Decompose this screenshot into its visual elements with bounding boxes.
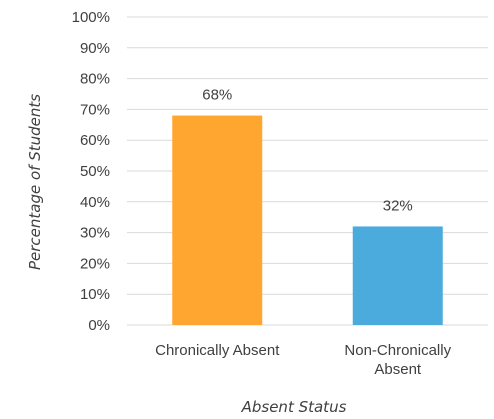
y-tick-label: 60% [80, 132, 110, 149]
category-label: Non-Chronically [344, 342, 451, 359]
y-tick-label: 100% [72, 9, 110, 26]
bar [172, 115, 263, 325]
y-axis-ticks: 0% 10% 20% 30% 40% 50% 60% 70% 80% 90% 100% [72, 9, 110, 334]
y-tick-label: 30% [80, 225, 110, 242]
y-tick-label: 80% [80, 71, 110, 88]
data-labels: 68% 32% [202, 87, 413, 215]
y-tick-label: 50% [80, 163, 110, 180]
y-tick-label: 10% [80, 286, 110, 303]
bars [172, 115, 443, 325]
y-tick-label: 0% [88, 317, 110, 334]
y-axis-title: Percentage of Students [26, 94, 44, 270]
y-tick-label: 70% [80, 101, 110, 118]
data-label: 32% [383, 197, 413, 214]
y-tick-label: 20% [80, 255, 110, 272]
category-label: Absent [374, 361, 422, 378]
category-label: Chronically Absent [155, 342, 280, 359]
data-label: 68% [202, 87, 232, 104]
y-tick-label: 90% [80, 40, 110, 57]
x-axis-categories: Chronically Absent Non-Chronically Absent [155, 342, 451, 378]
x-axis-title: Absent Status [241, 398, 347, 416]
bar [352, 226, 443, 325]
y-tick-label: 40% [80, 194, 110, 211]
